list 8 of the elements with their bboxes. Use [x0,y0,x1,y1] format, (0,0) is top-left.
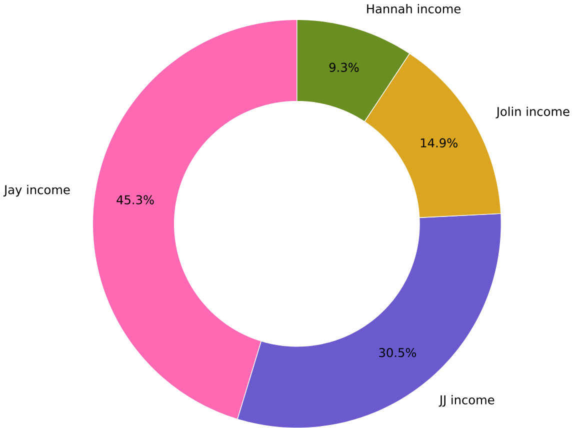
data-label: 14.9% [420,138,458,148]
slice-label: JJ income [438,394,494,406]
slice-label: Jay income [3,184,70,196]
data-label: 45.3% [116,195,154,204]
data-label: 30.5% [379,348,416,357]
data-label: 9.3% [329,62,359,72]
slice-label: Jolin income [496,106,570,118]
slice-label: Hannah income [367,4,460,14]
